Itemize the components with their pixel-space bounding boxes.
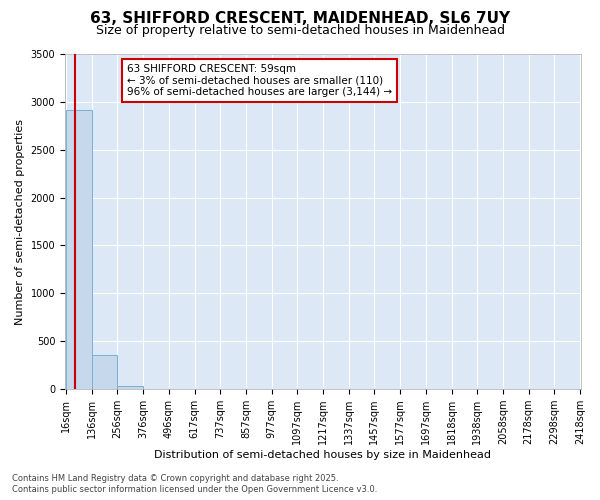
Bar <box>92 354 118 389</box>
Text: 63 SHIFFORD CRESCENT: 59sqm
← 3% of semi-detached houses are smaller (110)
96% o: 63 SHIFFORD CRESCENT: 59sqm ← 3% of semi… <box>127 64 392 98</box>
Text: 63, SHIFFORD CRESCENT, MAIDENHEAD, SL6 7UY: 63, SHIFFORD CRESCENT, MAIDENHEAD, SL6 7… <box>90 11 510 26</box>
Text: Contains HM Land Registry data © Crown copyright and database right 2025.
Contai: Contains HM Land Registry data © Crown c… <box>12 474 377 494</box>
Y-axis label: Number of semi-detached properties: Number of semi-detached properties <box>15 118 25 324</box>
X-axis label: Distribution of semi-detached houses by size in Maidenhead: Distribution of semi-detached houses by … <box>154 450 491 460</box>
Bar <box>66 110 92 389</box>
Bar <box>118 386 143 389</box>
Text: Size of property relative to semi-detached houses in Maidenhead: Size of property relative to semi-detach… <box>95 24 505 37</box>
